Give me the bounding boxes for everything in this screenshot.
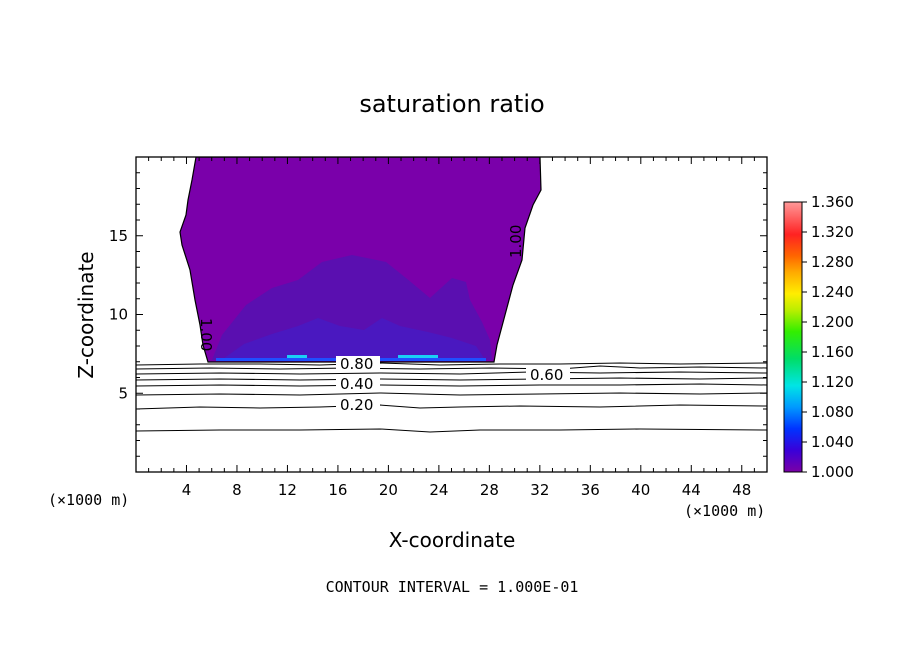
x-tick-label: 4	[182, 481, 192, 499]
colorbar-ticks	[802, 201, 807, 473]
colorbar-gradient	[783, 201, 803, 473]
x-axis-ticks	[148, 157, 755, 472]
x-tick-label: 28	[480, 481, 499, 499]
colorbar-label: 1.160	[811, 343, 854, 361]
contour-label-0-60: 0.60	[530, 366, 563, 384]
saturation-deep-core	[220, 318, 486, 361]
colorbar-labels: 1.360 1.320 1.280 1.240 1.200 1.160 1.120 1.080…	[811, 193, 854, 481]
x-unit-right: (×1000 m)	[684, 502, 765, 520]
colorbar-label: 1.080	[811, 403, 854, 421]
colorbar: 1.360 1.320 1.280 1.240 1.200 1.160 1.120 1.080…	[783, 193, 854, 481]
x-tick-label: 48	[732, 481, 751, 499]
colorbar-label: 1.240	[811, 283, 854, 301]
contour-interval-note: CONTOUR INTERVAL = 1.000E-01	[326, 578, 579, 596]
colorbar-label: 1.360	[811, 193, 854, 211]
y-axis-ticks	[136, 172, 767, 457]
x-tick-labels: 4 8 12 16 20 24 28 32 36 40 44 48	[182, 481, 752, 499]
y-tick-label: 10	[109, 306, 128, 324]
x-tick-label: 8	[232, 481, 242, 499]
contour-label-1-00-right: 1.00	[507, 225, 525, 258]
colorbar-label: 1.040	[811, 433, 854, 451]
colorbar-label: 1.200	[811, 313, 854, 331]
colorbar-label: 1.000	[811, 463, 854, 481]
x-tick-label: 44	[682, 481, 701, 499]
colorbar-label: 1.120	[811, 373, 854, 391]
contour-label-1-00-left: 1.00	[197, 318, 215, 351]
colorbar-label: 1.320	[811, 223, 854, 241]
y-axis-label: Z-coordinate	[74, 251, 98, 378]
plot-area: 0.80 0.60 0.40 0.20 1.00 1.00	[136, 157, 767, 433]
contour-label-0-80: 0.80	[340, 355, 373, 373]
y-tick-labels: 5 10 15	[109, 227, 128, 403]
x-axis-label: X-coordinate	[389, 528, 516, 552]
x-tick-label: 36	[581, 481, 600, 499]
y-tick-label: 15	[109, 227, 128, 245]
saturation-peak-right	[398, 355, 438, 359]
y-tick-label: 5	[118, 384, 128, 402]
colorbar-label: 1.280	[811, 253, 854, 271]
saturation-peak-left	[287, 355, 307, 359]
contour-label-0-20: 0.20	[340, 396, 373, 414]
x-tick-label: 24	[429, 481, 448, 499]
chart-title: saturation ratio	[359, 90, 544, 118]
contour-label-0-40: 0.40	[340, 375, 373, 393]
x-tick-label: 40	[631, 481, 650, 499]
x-tick-label: 20	[379, 481, 398, 499]
x-tick-label: 12	[278, 481, 297, 499]
x-tick-label: 32	[530, 481, 549, 499]
x-tick-label: 16	[328, 481, 347, 499]
contour-lines	[136, 362, 767, 433]
x-unit-left: (×1000 m)	[48, 491, 129, 509]
